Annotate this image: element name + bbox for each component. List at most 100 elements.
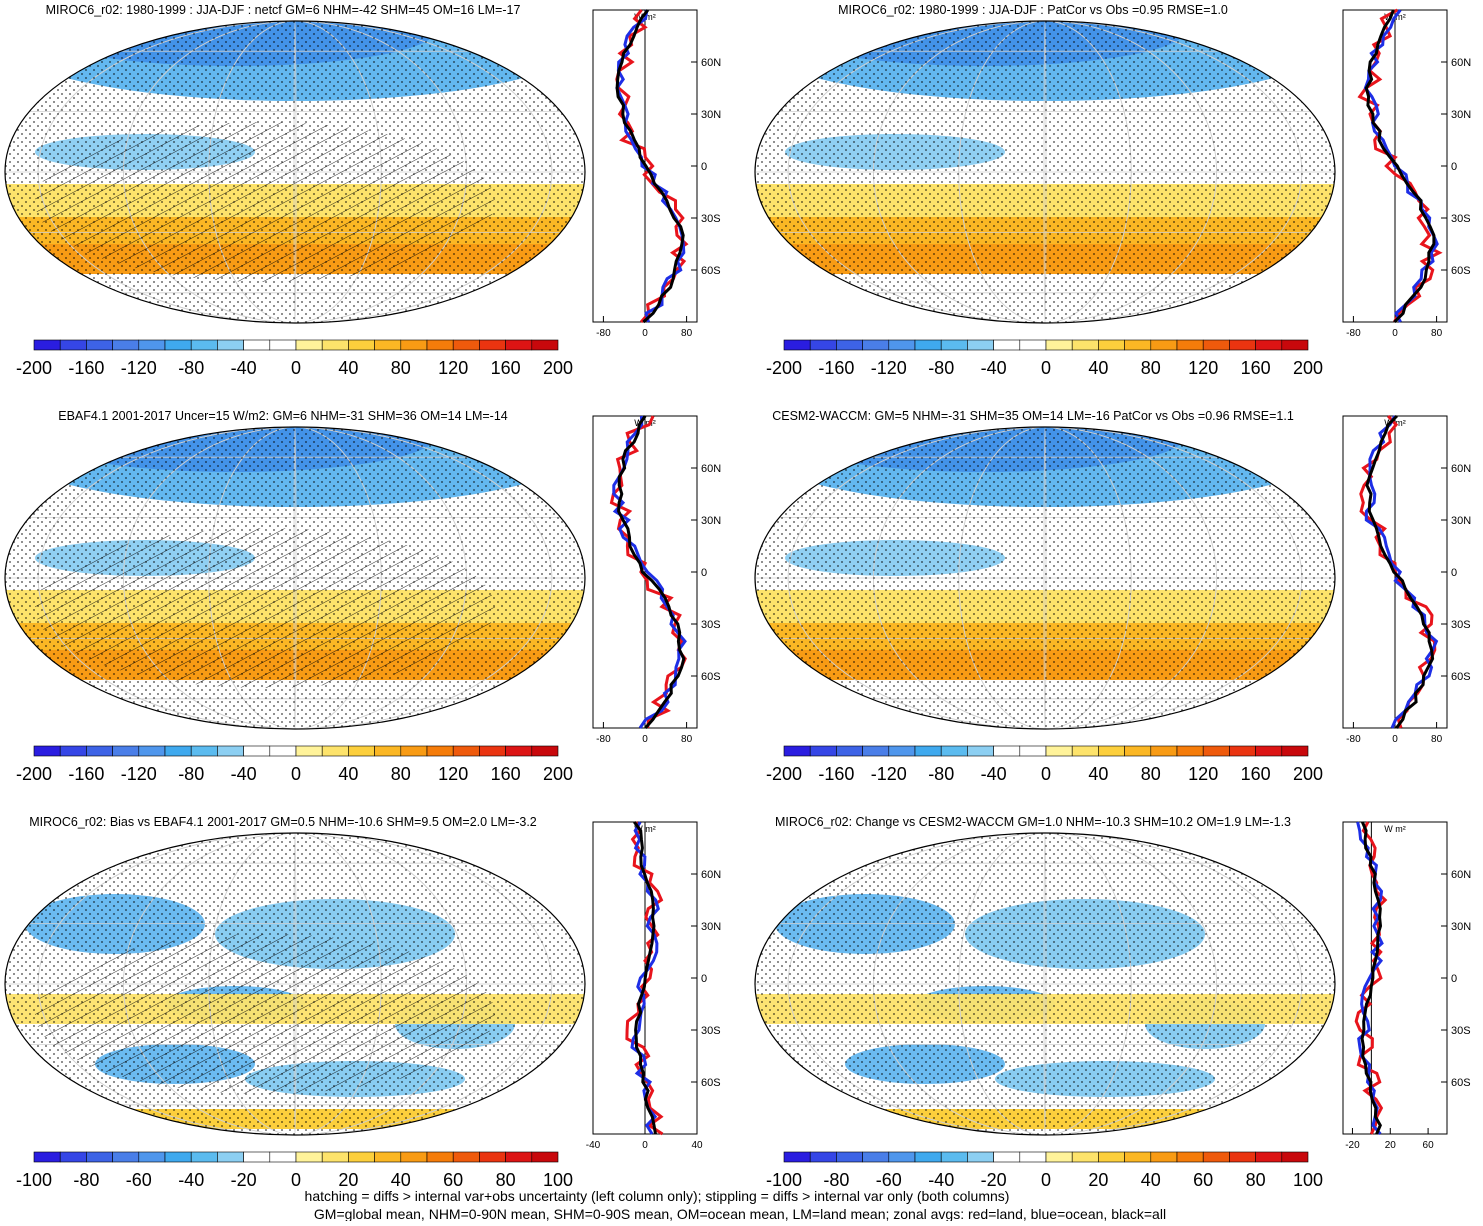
colorbar-tick-label: 200 bbox=[543, 764, 573, 784]
lat-tick-label: 0 bbox=[701, 973, 707, 985]
colorbar-tick-label: -120 bbox=[871, 358, 907, 378]
colorbar-tick-label: -40 bbox=[981, 358, 1007, 378]
zonal-line-all bbox=[1364, 9, 1436, 324]
colorbar-tick-label: 60 bbox=[1193, 1170, 1213, 1190]
zonal-unit-label: W m² bbox=[1384, 824, 1406, 834]
map bbox=[755, 21, 1335, 323]
panel-title: MIROC6_r02: Change vs CESM2-WACCM GM=1.0… bbox=[775, 815, 1291, 829]
colorbar-tick-label: -20 bbox=[981, 1170, 1007, 1190]
x-tick-label: -80 bbox=[596, 734, 611, 745]
panel-title: CESM2-WACCM: GM=5 NHM=-31 SHM=35 OM=14 L… bbox=[772, 409, 1294, 423]
colorbar-tick-label: 160 bbox=[491, 358, 521, 378]
colorbar-tick-label: 120 bbox=[1188, 358, 1218, 378]
x-tick-label: 0 bbox=[1392, 328, 1398, 339]
panel-title: EBAF4.1 2001-2017 Uncer=15 W/m2: GM=6 NH… bbox=[58, 409, 508, 423]
colorbar: -200 -160 -120 -80 -40 0 40 80 120 160 200 bbox=[766, 745, 1323, 784]
lat-tick-label: 60S bbox=[1451, 671, 1471, 683]
colorbar-tick-label: -60 bbox=[876, 1170, 902, 1190]
colorbar-tick-label: 160 bbox=[1241, 764, 1271, 784]
lat-tick-label: 0 bbox=[1451, 567, 1457, 579]
panel-4: CESM2-WACCM: GM=5 NHM=-31 SHM=35 OM=14 L… bbox=[754, 409, 1471, 784]
lat-tick-label: 60N bbox=[1451, 463, 1471, 475]
footer-line-1: hatching = diffs > internal var+obs unce… bbox=[305, 1188, 1010, 1204]
colorbar-tick-label: -60 bbox=[126, 1170, 152, 1190]
x-tick-label: 0 bbox=[642, 734, 648, 745]
x-tick-label: 0 bbox=[1392, 734, 1398, 745]
colorbar-tick-label: 80 bbox=[391, 764, 411, 784]
colorbar-tick-label: 0 bbox=[291, 358, 301, 378]
lat-tick-label: 30N bbox=[1451, 921, 1471, 933]
colorbar-tick-label: 40 bbox=[391, 1170, 411, 1190]
lat-tick-label: 60S bbox=[1451, 265, 1471, 277]
colorbar-tick-label: -160 bbox=[818, 358, 854, 378]
x-tick-label: 20 bbox=[1385, 1140, 1397, 1151]
colorbar-tick-label: 200 bbox=[1293, 358, 1323, 378]
lat-tick-label: 60S bbox=[701, 1077, 721, 1089]
colorbar: -200 -160 -120 -80 -40 0 40 80 120 160 200 bbox=[766, 339, 1323, 378]
colorbar-tick-label: 200 bbox=[543, 358, 573, 378]
lat-tick-label: 30S bbox=[701, 213, 721, 225]
zonal-line-ocean bbox=[615, 9, 686, 323]
footer-line-2: GM=global mean, NHM=0-90N mean, SHM=0-90… bbox=[314, 1206, 1166, 1221]
panel-title: MIROC6_r02: 1980-1999 : JJA-DJF : PatCor… bbox=[838, 3, 1228, 17]
lat-tick-label: 30N bbox=[701, 109, 721, 121]
zonal-plot: W m² 60N 30N 0 30S 60S -20 20 60 bbox=[1342, 821, 1471, 1151]
colorbar-tick-label: 40 bbox=[338, 358, 358, 378]
map bbox=[755, 427, 1335, 729]
x-tick-label: -40 bbox=[586, 1140, 601, 1151]
colorbar-tick-label: -120 bbox=[121, 358, 157, 378]
panel-6: MIROC6_r02: Change vs CESM2-WACCM GM=1.0… bbox=[754, 815, 1471, 1190]
map bbox=[5, 833, 585, 1135]
colorbar-tick-label: 80 bbox=[391, 358, 411, 378]
zonal-plot: W m² 60N 30N 0 30S 60S -40 0 40 bbox=[586, 821, 721, 1151]
colorbar: -200 -160 -120 -80 -40 0 40 80 120 160 200 bbox=[16, 745, 573, 784]
x-tick-label: 80 bbox=[681, 734, 693, 745]
x-tick-label: 80 bbox=[1431, 328, 1443, 339]
panel-1: MIROC6_r02: 1980-1999 : JJA-DJF : netcf … bbox=[4, 3, 721, 378]
lat-tick-label: 60N bbox=[701, 57, 721, 69]
zonal-line-all bbox=[617, 415, 686, 729]
colorbar-tick-label: 40 bbox=[338, 764, 358, 784]
zonal-line-ocean bbox=[630, 821, 660, 1135]
panel-title: MIROC6_r02: Bias vs EBAF4.1 2001-2017 GM… bbox=[29, 815, 537, 829]
colorbar-tick-label: -100 bbox=[766, 1170, 802, 1190]
colorbar-tick-label: 80 bbox=[496, 1170, 516, 1190]
colorbar-tick-label: -80 bbox=[178, 358, 204, 378]
colorbar-tick-label: -80 bbox=[928, 358, 954, 378]
x-tick-label: 80 bbox=[1431, 734, 1443, 745]
colorbar-tick-label: -200 bbox=[766, 764, 802, 784]
colorbar-tick-label: 160 bbox=[491, 764, 521, 784]
lat-tick-label: 60N bbox=[701, 869, 721, 881]
lat-tick-label: 60N bbox=[1451, 57, 1471, 69]
colorbar-tick-label: -120 bbox=[871, 764, 907, 784]
panel-2: MIROC6_r02: 1980-1999 : JJA-DJF : PatCor… bbox=[754, 3, 1471, 378]
colorbar-tick-label: 20 bbox=[1088, 1170, 1108, 1190]
colorbar-tick-label: -200 bbox=[16, 358, 52, 378]
x-tick-label: 80 bbox=[681, 328, 693, 339]
panel-3: EBAF4.1 2001-2017 Uncer=15 W/m2: GM=6 NH… bbox=[4, 409, 721, 784]
colorbar-tick-label: 100 bbox=[543, 1170, 573, 1190]
map bbox=[5, 427, 585, 729]
colorbar-tick-label: 200 bbox=[1293, 764, 1323, 784]
lat-tick-label: 30S bbox=[1451, 213, 1471, 225]
colorbar-tick-label: -160 bbox=[68, 764, 104, 784]
lat-tick-label: 60N bbox=[701, 463, 721, 475]
zonal-line-all bbox=[633, 821, 657, 1135]
colorbar-tick-label: -40 bbox=[928, 1170, 954, 1190]
colorbar-tick-label: -80 bbox=[178, 764, 204, 784]
colorbar-tick-label: -40 bbox=[178, 1170, 204, 1190]
colorbar-tick-label: 20 bbox=[338, 1170, 358, 1190]
map bbox=[755, 833, 1335, 1135]
colorbar-tick-label: 0 bbox=[291, 764, 301, 784]
colorbar: -100 -80 -60 -40 -20 0 20 40 60 80 100 bbox=[766, 1151, 1323, 1190]
colorbar-tick-label: -200 bbox=[766, 358, 802, 378]
lat-tick-label: 60N bbox=[1451, 869, 1471, 881]
colorbar-tick-label: 120 bbox=[438, 358, 468, 378]
lat-tick-label: 30S bbox=[1451, 619, 1471, 631]
x-tick-label: -80 bbox=[596, 328, 611, 339]
colorbar-tick-label: -160 bbox=[68, 358, 104, 378]
zonal-line-all bbox=[1365, 414, 1435, 729]
